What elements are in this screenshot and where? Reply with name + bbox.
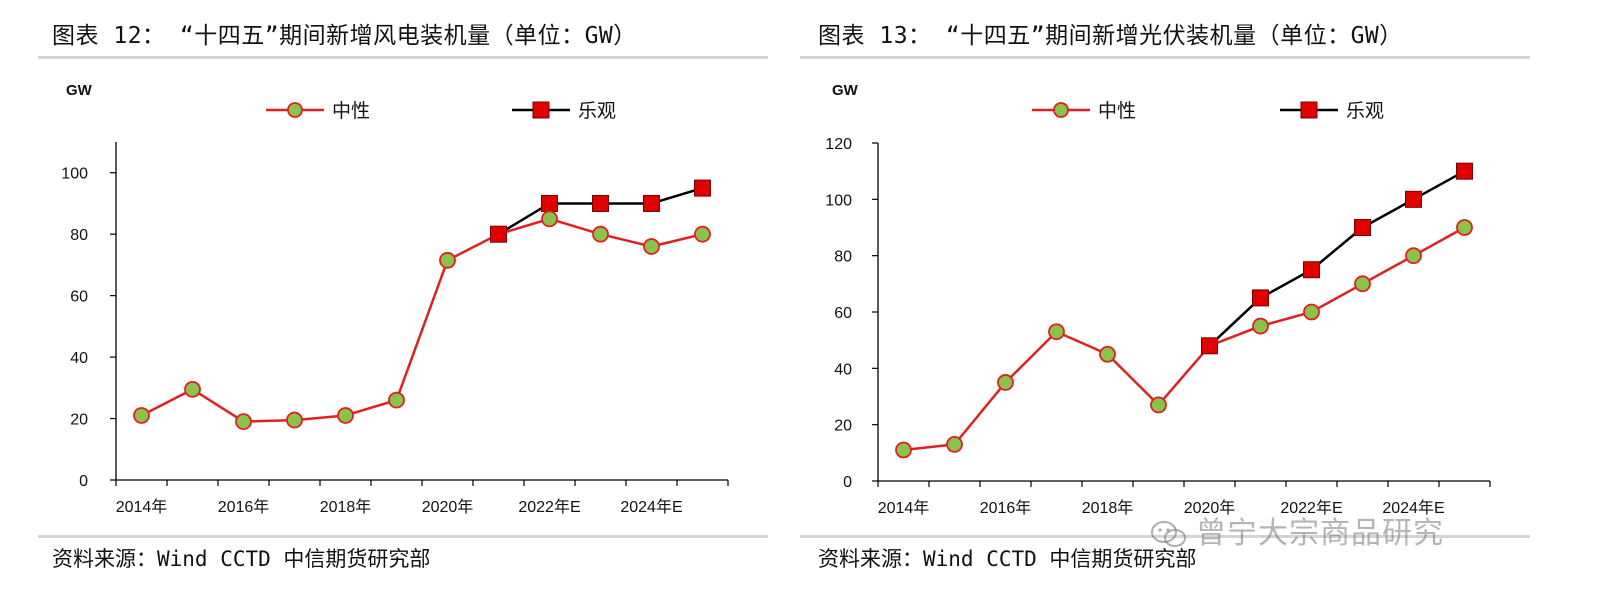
x-tick-label: 2024年E xyxy=(1382,499,1444,517)
y-tick-label: 20 xyxy=(70,412,88,429)
neutral-point xyxy=(1456,219,1473,236)
x-tick-label: 2022年E xyxy=(1280,499,1342,517)
y-tick-label: 120 xyxy=(825,136,852,153)
legend-optimistic-marker xyxy=(532,101,550,119)
x-tick-label: 2022年E xyxy=(518,498,580,516)
y-tick-label: 100 xyxy=(825,192,852,209)
neutral-point xyxy=(235,413,252,431)
neutral-point xyxy=(337,407,354,424)
neutral-point xyxy=(184,380,201,398)
x-tick-label: 2018年 xyxy=(1082,499,1134,517)
y-tick-label: 0 xyxy=(843,474,852,491)
legend-neutral-marker xyxy=(1053,102,1069,118)
optimistic-point xyxy=(1201,337,1218,355)
x-tick-label: 2018年 xyxy=(320,498,372,516)
legend-optimistic-label: 乐观 xyxy=(578,100,616,122)
y-tick-label: 60 xyxy=(70,289,88,306)
optimistic-point xyxy=(1252,289,1269,307)
x-tick-label: 2020年 xyxy=(422,498,474,516)
neutral-point xyxy=(541,210,558,228)
x-tick-label: 2014年 xyxy=(116,498,168,516)
legend-optimistic-marker xyxy=(1300,101,1318,119)
neutral-point xyxy=(694,225,711,243)
optimistic-point xyxy=(1456,162,1473,180)
chart-title: 图表 12： “十四五”期间新增风电装机量（单位：GW） xyxy=(52,23,637,49)
watermark: 曾宁大宗商品研究 xyxy=(1150,508,1444,552)
optimistic-point xyxy=(1405,190,1422,208)
wechat-icon xyxy=(1151,520,1186,547)
optimistic-point xyxy=(541,194,558,212)
y-tick-label: 40 xyxy=(70,350,88,367)
optimistic-point xyxy=(643,194,660,212)
neutral-point xyxy=(1303,303,1320,321)
chart-title: 图表 13： “十四五”期间新增光伏装机量（单位：GW） xyxy=(818,23,1403,49)
neutral-point xyxy=(946,435,963,453)
wind-chart-panel: 图表 12： “十四五”期间新增风电装机量（单位：GW） 0 20 40 60 80 10… xyxy=(0,0,790,611)
y-tick-label: 40 xyxy=(834,361,852,378)
source-note: 资料来源：Wind CCTD 中信期货研究部 xyxy=(818,547,1197,571)
neutral-point xyxy=(997,374,1014,391)
neutral-point xyxy=(1150,396,1167,414)
neutral-point xyxy=(286,411,303,429)
neutral-point xyxy=(1354,275,1371,293)
neutral-point xyxy=(592,225,609,243)
neutral-point xyxy=(1252,317,1269,335)
wind-line-chart: 0 20 40 60 80 100 2014年 2016年 2018年 2020年 2022年E 20… xyxy=(61,82,729,516)
y-tick-label: 20 xyxy=(834,418,852,435)
y-tick-label: 80 xyxy=(834,249,852,266)
divider xyxy=(800,56,1530,59)
neutral-point xyxy=(1048,323,1065,341)
optimistic-series-line xyxy=(1208,170,1466,347)
watermark-text: 曾宁大宗商品研究 xyxy=(1196,516,1444,551)
neutral-point xyxy=(895,441,912,459)
y-tick-label: 100 xyxy=(61,166,88,183)
y-tick-label: 0 xyxy=(79,473,88,490)
source-note: 资料来源：Wind CCTD 中信期货研究部 xyxy=(52,547,431,571)
neutral-series-line xyxy=(903,226,1466,452)
neutral-series-line xyxy=(140,217,703,423)
neutral-point xyxy=(643,238,660,255)
legend-neutral-label: 中性 xyxy=(1098,100,1136,122)
neutral-point xyxy=(1405,247,1422,265)
x-tick-label: 2024年E xyxy=(620,498,682,516)
y-unit-label: GW xyxy=(66,82,93,99)
optimistic-point xyxy=(592,194,609,212)
optimistic-point xyxy=(490,225,507,243)
neutral-point xyxy=(133,407,150,424)
x-tick-label: 2014年 xyxy=(878,499,930,517)
x-tick-label: 2016年 xyxy=(218,498,270,516)
optimistic-point xyxy=(1303,261,1320,279)
neutral-point xyxy=(439,251,456,269)
solar-chart-panel: 图表 13： “十四五”期间新增光伏装机量（单位：GW） 0 20 40 60 80 10… xyxy=(800,0,1600,611)
legend-neutral-marker xyxy=(287,102,303,118)
y-unit-label: GW xyxy=(832,82,859,99)
y-tick-label: 80 xyxy=(70,227,88,244)
optimistic-point xyxy=(694,179,711,197)
legend-optimistic-label: 乐观 xyxy=(1346,100,1384,122)
neutral-point xyxy=(388,391,405,409)
y-tick-label: 60 xyxy=(834,305,852,322)
neutral-point xyxy=(1099,345,1116,363)
x-tick-label: 2016年 xyxy=(980,499,1032,517)
legend-neutral-label: 中性 xyxy=(332,100,370,122)
x-tick-label: 2020年 xyxy=(1184,499,1236,517)
divider xyxy=(38,535,768,538)
optimistic-point xyxy=(1354,219,1371,236)
solar-line-chart: 0 20 40 60 80 100 120 2014年 2016年 2018年 2020年 2022年… xyxy=(825,82,1491,517)
divider xyxy=(38,56,768,59)
